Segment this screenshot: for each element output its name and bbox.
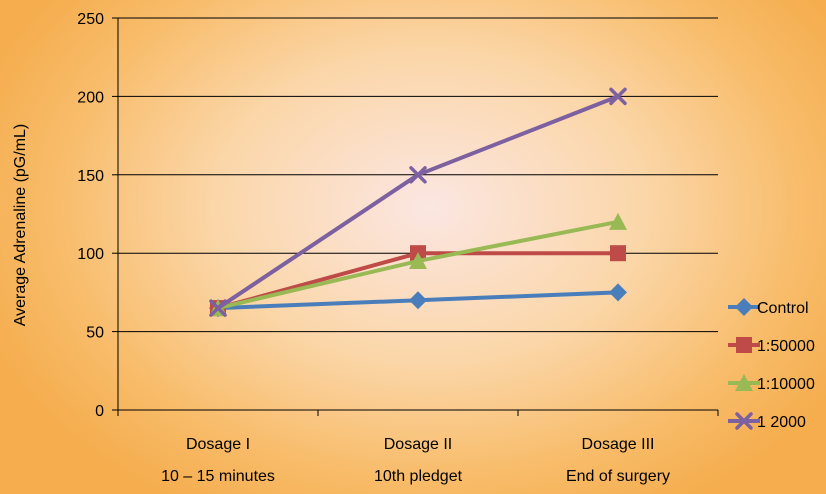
data-point-3-0 — [209, 299, 227, 317]
data-point-1-2 — [610, 245, 626, 262]
legend-marker-1 — [736, 337, 752, 353]
x-tick-sublabel-2: End of surgery — [566, 468, 670, 485]
x-tick-label-2: Dosage III — [582, 436, 655, 453]
tick-labels: 0 50 100 150 200 250 Dosage I 10 – 15 minutes Do… — [77, 11, 670, 485]
y-axis-title: Average Adrenaline (pG/mL) — [12, 124, 29, 326]
y-tick-label-2: 100 — [77, 246, 104, 263]
legend-marker-0 — [735, 298, 753, 316]
data-point-2-2 — [609, 212, 627, 230]
y-tick-label-0: 0 — [95, 403, 104, 420]
legend-item-0: Control — [728, 298, 809, 317]
x-tick-label-1: Dosage II — [384, 436, 452, 453]
axes — [112, 17, 719, 416]
legend-label-1: 1:50000 — [757, 338, 815, 355]
x-tick-label-0: Dosage I — [186, 436, 250, 453]
series-3 — [209, 87, 627, 317]
data-point-3-2 — [609, 87, 627, 106]
legend-marker-2 — [735, 374, 753, 391]
x-tick-sublabel-0: 10 – 15 minutes — [161, 468, 275, 485]
data-point-0-1 — [409, 291, 427, 310]
data-point-2-1 — [409, 252, 427, 270]
y-tick-label-5: 250 — [77, 11, 104, 28]
y-tick-label-4: 200 — [77, 89, 104, 106]
x-tick-sublabel-1: 10th pledget — [374, 468, 463, 485]
legend-label-0: Control — [757, 300, 809, 317]
legend-marker-3 — [735, 412, 753, 430]
y-tick-label-1: 50 — [86, 325, 104, 342]
data-point-3-1 — [409, 166, 427, 184]
legend-label-2: 1:10000 — [757, 376, 815, 393]
legend-label-3: 1 2000 — [757, 414, 806, 431]
legend-item-1: 1:50000 — [728, 337, 815, 355]
y-tick-label-3: 150 — [77, 168, 104, 185]
series-0 — [209, 283, 627, 318]
legend-item-3: 1 2000 — [728, 412, 806, 431]
series-line-3 — [216, 94, 619, 310]
series-lines — [209, 87, 627, 318]
legend: Control 1:50000 1:10000 1 2000 — [728, 298, 815, 431]
legend-item-2: 1:10000 — [728, 374, 815, 393]
data-point-0-2 — [609, 283, 627, 302]
